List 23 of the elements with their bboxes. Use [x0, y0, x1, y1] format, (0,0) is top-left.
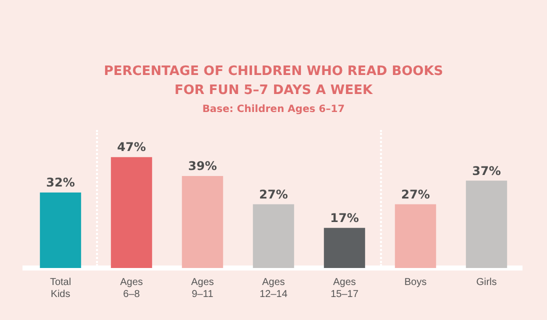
- data-label: 27%: [259, 187, 288, 202]
- data-label: 39%: [188, 159, 217, 174]
- x-tick-label: Ages 15–17: [330, 276, 359, 300]
- data-label: 47%: [117, 140, 146, 154]
- x-tick-label: Ages 9–11: [191, 276, 214, 300]
- bar: [466, 180, 508, 268]
- bar: [110, 157, 152, 268]
- bar: [40, 192, 82, 268]
- data-label: 32%: [46, 176, 75, 190]
- bar: [324, 228, 366, 268]
- chart-subtitle: Base: Children Ages 6–17: [201, 104, 346, 115]
- bar: [182, 176, 224, 268]
- bar: [394, 204, 436, 268]
- data-label: 37%: [472, 164, 501, 178]
- bar: [252, 204, 294, 268]
- x-tick-label: Ages 6–8: [120, 276, 143, 300]
- x-tick-label: Girls: [476, 276, 497, 288]
- chart-title: PERCENTAGE OF CHILDREN WHO READ BOOKS FOR FUN 5–7 DAYS A WEEK: [102, 63, 444, 100]
- x-tick-label: Boys: [404, 276, 427, 288]
- x-tick-label: Total Kids: [50, 276, 72, 300]
- data-label: 17%: [330, 211, 359, 226]
- x-tick-label: Ages 12–14: [260, 276, 288, 300]
- data-label: 27%: [401, 187, 430, 202]
